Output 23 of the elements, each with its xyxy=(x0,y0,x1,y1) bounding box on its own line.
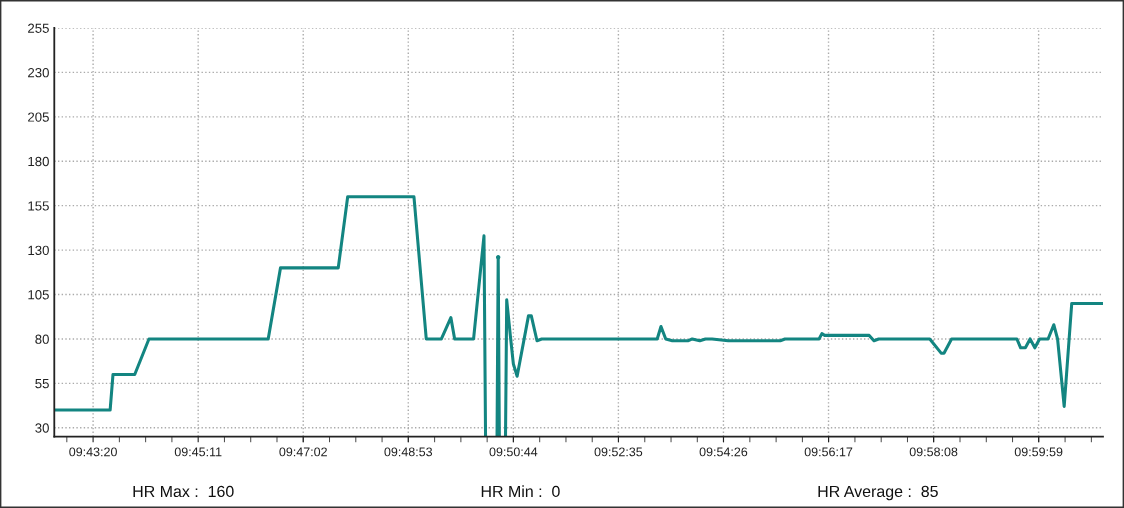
x-tick-label: 09:58:08 xyxy=(909,447,958,457)
x-tick-label: 09:50:44 xyxy=(489,447,538,457)
y-tick-label: 130 xyxy=(28,245,49,256)
x-tick-label: 09:47:02 xyxy=(279,447,327,457)
y-tick-label: 255 xyxy=(28,23,49,33)
x-tick-label: 09:48:53 xyxy=(384,447,433,457)
y-tick-label: 180 xyxy=(28,156,49,167)
y-tick-label: 230 xyxy=(28,67,49,78)
x-tick-label: 09:45:11 xyxy=(174,447,222,457)
y-tick-label: 205 xyxy=(28,112,49,122)
y-tick-label: 155 xyxy=(28,201,49,211)
text: HR Max : 160 xyxy=(133,485,234,498)
y-tick-label: 105 xyxy=(28,290,49,300)
x-tick-label: 09:56:17 xyxy=(804,447,853,457)
x-tick-label: 09:52:35 xyxy=(594,447,643,457)
y-tick-label: 55 xyxy=(35,379,49,389)
x-tick-label: 09:59:59 xyxy=(1014,447,1063,457)
x-tick-label: 09:54:26 xyxy=(699,447,748,457)
text: HR Min : 0 xyxy=(481,485,560,498)
y-tick-label: 80 xyxy=(35,334,49,344)
x-tick-label: 09:43:20 xyxy=(69,447,117,457)
y-tick-label: 30 xyxy=(35,423,49,433)
text: HR Average : 85 xyxy=(818,485,938,501)
